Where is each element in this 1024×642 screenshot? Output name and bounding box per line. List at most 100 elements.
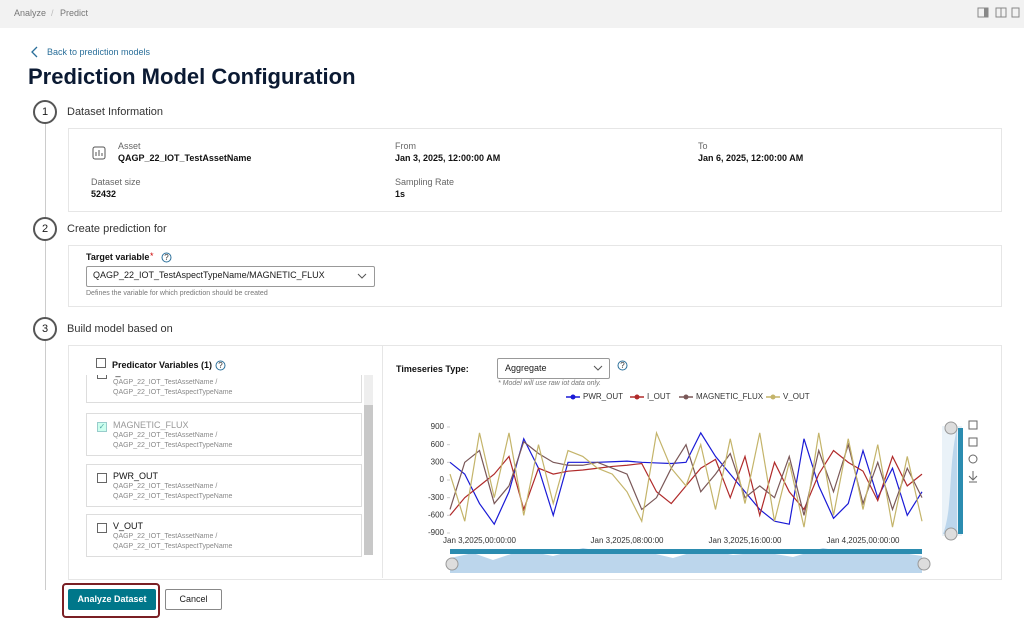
predictor-item[interactable]: ✓ MAGNETIC_FLUX QAGP_22_IOT_TestAssetName … xyxy=(86,413,362,456)
predictor-asset: QAGP_22_IOT_TestAssetName / xyxy=(113,432,218,439)
series-line xyxy=(449,430,923,528)
predictors-header: Predicator Variables (1) xyxy=(112,360,213,370)
predictor-name: MAGNETIC_FLUX xyxy=(113,420,189,430)
legend-marker xyxy=(570,394,576,400)
page-title: Prediction Model Configuration xyxy=(28,64,356,89)
navigator-bar[interactable] xyxy=(450,549,922,554)
y-navigator-bar[interactable] xyxy=(958,428,963,534)
breadcrumb-analyze[interactable]: Analyze xyxy=(14,8,47,18)
cancel-button[interactable]: Cancel xyxy=(165,589,222,610)
x-tick-label: Jan 3,2025,00:00:00 xyxy=(443,536,517,545)
predictor-item[interactable]: PWR_OUT QAGP_22_IOT_TestAssetName / QAGP_2… xyxy=(86,464,362,507)
select-chevron xyxy=(357,273,367,279)
series-line xyxy=(449,431,923,526)
checkbox[interactable]: ✓ xyxy=(97,422,107,432)
predictor-aspect: QAGP_22_IOT_TestAspectTypeName xyxy=(113,493,233,500)
checkbox[interactable] xyxy=(97,473,107,483)
y-tick-label: -600 xyxy=(428,510,445,519)
breadcrumb-separator: / xyxy=(51,8,54,18)
chart-toolbar[interactable] xyxy=(968,420,978,483)
checkbox[interactable] xyxy=(97,523,107,533)
predictor-list: I_OUT QAGP_22_IOT_TestAssetName / QAGP_22_… xyxy=(0,375,382,557)
asset-value: QAGP_22_IOT_TestAssetName xyxy=(118,153,252,163)
legend-label: PWR_OUT xyxy=(583,392,623,401)
rate-label: Sampling Rate xyxy=(395,177,455,187)
predictor-item[interactable]: I_OUT QAGP_22_IOT_TestAssetName / QAGP_22_… xyxy=(86,375,362,403)
timeseries-select[interactable] xyxy=(497,358,610,379)
x-tick-label: Jan 3,2025,16:00:00 xyxy=(709,536,783,545)
highlight-box xyxy=(62,583,160,618)
y-tick-label: 0 xyxy=(440,475,445,484)
info-icon[interactable]: ? xyxy=(215,360,226,371)
select-all-checkbox[interactable] xyxy=(96,358,106,368)
navigator-area xyxy=(450,548,922,573)
y-navigator-handle[interactable] xyxy=(944,421,958,435)
legend-marker xyxy=(770,394,776,400)
predictor-name: I_OUT xyxy=(113,375,140,377)
x-tick-label: Jan 4,2025,00:00:00 xyxy=(827,536,901,545)
target-card xyxy=(68,245,1002,307)
timeseries-note: * Model will use raw iot data only. xyxy=(498,380,601,387)
target-select[interactable] xyxy=(86,266,375,287)
from-label: From xyxy=(395,141,416,151)
timeline xyxy=(45,112,46,590)
predictor-aspect: QAGP_22_IOT_TestAspectTypeName xyxy=(113,389,233,396)
x-tick-label: Jan 3,2025,08:00:00 xyxy=(591,536,665,545)
info-icon[interactable]: ? xyxy=(617,360,628,371)
svg-text:?: ? xyxy=(620,361,625,370)
step-number: 2 xyxy=(33,217,57,241)
checkbox[interactable] xyxy=(97,375,107,379)
step-number: 3 xyxy=(33,317,57,341)
predictor-item[interactable]: V_OUT QAGP_22_IOT_TestAssetName / QAGP_22_… xyxy=(86,514,362,557)
y-tick-label: 300 xyxy=(431,457,445,466)
predictor-asset: QAGP_22_IOT_TestAssetName / xyxy=(113,533,218,540)
y-navigator-handle[interactable] xyxy=(944,527,958,541)
svg-text:?: ? xyxy=(218,361,223,370)
scroll-thumb[interactable] xyxy=(364,405,373,555)
predictor-asset: QAGP_22_IOT_TestAssetName / xyxy=(113,379,218,386)
size-label: Dataset size xyxy=(91,177,141,187)
breadcrumb-predict[interactable]: Predict xyxy=(60,8,89,18)
required-mark: * xyxy=(150,251,154,261)
predictor-asset: QAGP_22_IOT_TestAssetName / xyxy=(113,483,218,490)
dataset-card xyxy=(68,128,1002,212)
rate-value: 1s xyxy=(395,189,406,199)
asset-icon xyxy=(92,146,106,160)
y-tick-label: 900 xyxy=(431,422,445,431)
select-chevron xyxy=(593,365,603,371)
divider xyxy=(382,346,383,578)
back-link[interactable]: Back to prediction models xyxy=(47,47,151,57)
predictor-name: PWR_OUT xyxy=(113,471,158,481)
y-navigator-area xyxy=(943,428,957,534)
target-label: Target variable xyxy=(86,252,150,262)
predictor-aspect: QAGP_22_IOT_TestAspectTypeName xyxy=(113,543,233,550)
timeseries-label: Timeseries Type: xyxy=(396,364,469,374)
step-title: Dataset Information xyxy=(67,106,163,118)
legend-marker xyxy=(683,394,689,400)
size-value: 52432 xyxy=(91,189,117,199)
to-label: To xyxy=(698,141,708,151)
analyze-button[interactable]: Analyze Dataset xyxy=(68,589,156,610)
series-line xyxy=(449,449,923,518)
predictor-aspect: QAGP_22_IOT_TestAspectTypeName xyxy=(113,442,233,449)
legend-label: MAGNETIC_FLUX xyxy=(696,392,764,401)
timeseries-value: Aggregate xyxy=(505,363,547,373)
top-bar xyxy=(0,0,1024,28)
predictor-name: V_OUT xyxy=(113,521,144,531)
step-title: Create prediction for xyxy=(67,223,167,235)
legend-label: V_OUT xyxy=(783,392,810,401)
legend-marker xyxy=(634,394,640,400)
step-title: Build model based on xyxy=(67,323,173,335)
navigator-handle[interactable] xyxy=(917,557,931,571)
step-number: 1 xyxy=(33,100,57,124)
svg-text:?: ? xyxy=(164,253,169,262)
view-icons[interactable] xyxy=(976,6,1020,20)
info-icon[interactable]: ? xyxy=(161,252,172,263)
navigator-handle[interactable] xyxy=(445,557,459,571)
y-tick-label: 600 xyxy=(431,440,445,449)
target-hint: Defines the variable for which predictio… xyxy=(86,290,268,297)
from-value: Jan 3, 2025, 12:00:00 AM xyxy=(395,153,501,163)
back-chevron[interactable] xyxy=(30,46,40,58)
legend-label: I_OUT xyxy=(647,392,671,401)
